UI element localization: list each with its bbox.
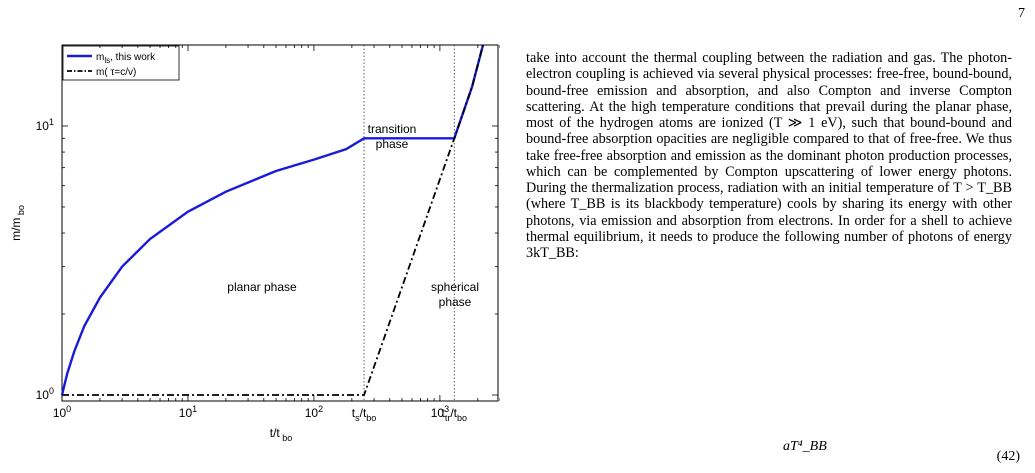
x-tick-label: ts/tbo: [352, 406, 377, 423]
annotation-spherical-line1: spherical: [431, 280, 479, 294]
legend-label: m( τ=c/v): [96, 67, 136, 78]
equation-42: aT⁴_BB (42): [660, 439, 1020, 473]
y-axis-label: m/m bo: [9, 205, 26, 241]
legend-label: mls, this work: [96, 52, 156, 65]
annotation-spherical-line2: phase: [439, 295, 472, 309]
chart-frame: [61, 44, 499, 402]
chart-legend: mls, this work m( τ=c/v): [62, 45, 180, 81]
x-tick-label: 103: [431, 404, 449, 420]
annotation-transition-line2: phase: [376, 137, 409, 151]
chart-series: [60, 44, 485, 396]
annotation-transition-line1: transition: [368, 122, 417, 136]
chart-annotations: transition phase planar phase spherical …: [227, 122, 479, 309]
legend-box: [62, 45, 180, 81]
mass-evolution-chart: transition phase planar phase spherical …: [9, 44, 500, 443]
plot-frame: [61, 44, 499, 402]
body-text-column: take into account the thermal coupling b…: [526, 50, 1012, 261]
body-paragraph: take into account the thermal coupling b…: [526, 50, 1012, 261]
y-tick-label: 100: [36, 386, 54, 402]
x-tick-label: 100: [53, 404, 71, 420]
page-number: 7: [1018, 6, 1025, 21]
series-line-m-ls: [60, 44, 485, 396]
y-tick-label: 101: [36, 117, 54, 133]
x-tick-label: 102: [305, 404, 323, 420]
x-tick-label: ttr/tbo: [441, 406, 467, 423]
annotation-planar-phase: planar phase: [227, 280, 297, 294]
x-axis-label: t/t bo: [270, 426, 293, 443]
x-tick-label: 101: [179, 404, 197, 420]
series-line-m-tau: [62, 44, 484, 396]
equation-fragment: aT⁴_BB: [783, 439, 827, 454]
equation-number: (42): [996, 449, 1020, 464]
